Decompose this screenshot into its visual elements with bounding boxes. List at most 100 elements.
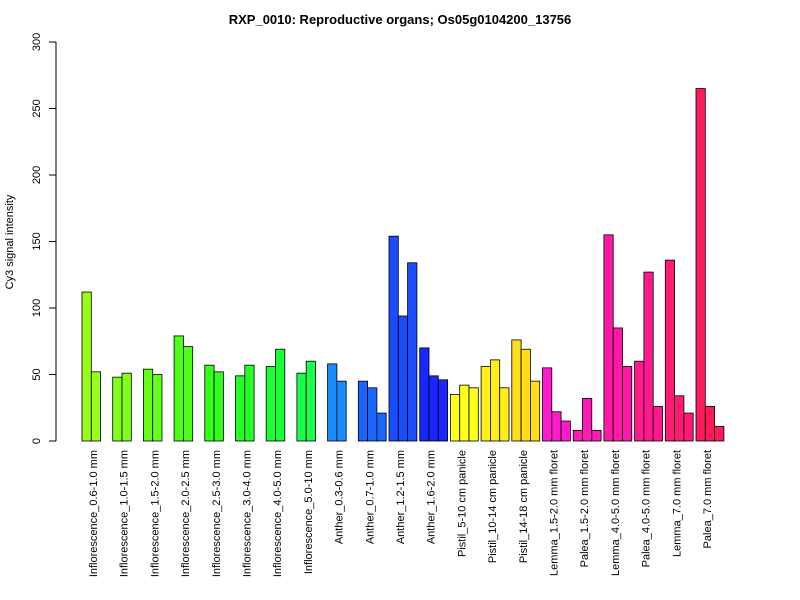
bar-group xyxy=(112,372,132,442)
bar xyxy=(235,375,246,442)
bar-group xyxy=(634,271,663,442)
x-tick-label: Anther_0.3-0.6 mm xyxy=(334,450,346,544)
bar xyxy=(419,347,430,442)
bar xyxy=(449,394,461,442)
bar xyxy=(582,398,593,442)
bar-group xyxy=(419,347,448,442)
bar-group xyxy=(480,359,510,442)
bar xyxy=(173,335,184,442)
bar xyxy=(591,429,602,442)
x-tick-label: Inflorescence_2.5-3.0 mm xyxy=(211,450,223,577)
bar xyxy=(437,379,448,442)
x-tick-label: Inflorescence_1.5-2.0 mm xyxy=(149,450,161,577)
bar-group xyxy=(388,235,418,442)
bar xyxy=(459,384,470,442)
bar xyxy=(560,420,571,442)
bar xyxy=(551,411,562,442)
bar xyxy=(213,371,224,442)
x-tick-label: Palea_1.5-2.0 mm floret xyxy=(579,450,591,567)
bar xyxy=(714,425,725,442)
bar xyxy=(204,364,215,442)
x-tick-label: Anther_1.2-1.5 mm xyxy=(395,450,407,544)
bar-group xyxy=(142,368,163,442)
x-tick-label: Inflorescence_3.0-4.0 mm xyxy=(241,450,253,577)
y-axis: 0 50 100 150 200 250 300 xyxy=(31,33,57,444)
bar-group xyxy=(664,259,694,442)
bar xyxy=(152,374,163,442)
bar-group xyxy=(265,348,286,442)
bar xyxy=(428,375,439,442)
bar xyxy=(572,429,583,442)
bar xyxy=(367,387,378,442)
bar xyxy=(499,387,510,442)
bar xyxy=(520,348,531,442)
x-tick-label: Inflorescence_2.0-2.5 mm xyxy=(180,450,192,577)
x-axis-labels: Inflorescence_0.6-1.0 mm Inflorescence_1.… xyxy=(88,450,714,577)
bar xyxy=(275,348,286,442)
x-tick-label: Inflorescence_1.0-1.5 mm xyxy=(119,450,131,577)
bar xyxy=(327,363,338,442)
x-tick-label: Inflorescence_4.0-5.0 mm xyxy=(272,450,284,577)
y-tick-label: 0 xyxy=(31,438,43,444)
x-tick-label: Anther_1.6-2.0 mm xyxy=(426,450,438,544)
y-tick-label: 150 xyxy=(31,232,43,250)
bar xyxy=(397,315,408,442)
bar xyxy=(489,359,501,442)
bar-group xyxy=(296,360,316,442)
bar xyxy=(468,387,479,442)
bar xyxy=(296,372,307,442)
bars-layer xyxy=(81,88,725,442)
x-tick-label: Pistil_14-18 cm panicle xyxy=(518,450,530,563)
bar xyxy=(603,234,614,442)
x-tick-label: Inflorescence_0.6-1.0 mm xyxy=(88,450,100,577)
y-tick-label: 300 xyxy=(31,33,43,51)
bar-group xyxy=(572,398,602,442)
x-tick-label: Palea_4.0-5.0 mm floret xyxy=(641,450,653,567)
bar-group xyxy=(542,367,571,442)
bar-group xyxy=(204,364,224,442)
bar xyxy=(182,346,194,442)
bar xyxy=(622,366,633,442)
bar xyxy=(612,327,623,442)
bar xyxy=(643,271,654,442)
bar xyxy=(305,360,316,442)
x-tick-label: Pistil_10-14 cm panicle xyxy=(487,450,499,563)
bar xyxy=(357,380,368,442)
bar xyxy=(112,376,123,442)
y-tick-label: 50 xyxy=(31,368,43,380)
bar xyxy=(142,368,154,442)
bar-group xyxy=(695,88,725,442)
bar-group xyxy=(449,384,479,442)
bar xyxy=(121,372,132,442)
y-tick-label: 100 xyxy=(31,299,43,317)
bar xyxy=(530,380,541,442)
chart-title: RXP_0010: Reproductive organs; Os05g0104… xyxy=(228,12,572,27)
bar-group xyxy=(357,380,387,442)
x-tick-label: Lemma_4.0-5.0 mm floret xyxy=(610,450,622,576)
bar-group xyxy=(173,335,194,442)
bar xyxy=(480,366,491,442)
bar-group xyxy=(81,291,102,442)
x-tick-label: Palea_7.0 mm floret xyxy=(702,450,714,548)
x-tick-label: Lemma_1.5-2.0 mm floret xyxy=(548,450,560,576)
y-tick-label: 200 xyxy=(31,166,43,184)
x-tick-label: Inflorescence_5.0-10 mm xyxy=(303,450,315,574)
bar xyxy=(683,412,694,442)
bar xyxy=(265,366,276,442)
bar xyxy=(407,262,418,442)
bar xyxy=(634,360,645,442)
bar xyxy=(244,364,255,442)
bar xyxy=(81,291,92,442)
bar xyxy=(336,380,347,442)
bar xyxy=(90,371,102,442)
x-tick-label: Pistil_5-10 cm panicle xyxy=(456,450,468,557)
bar xyxy=(542,367,553,442)
x-tick-label: Anther_0.7-1.0 mm xyxy=(364,450,376,544)
y-tick-label: 250 xyxy=(31,99,43,117)
bar xyxy=(664,259,675,442)
bar xyxy=(674,395,685,442)
bar xyxy=(376,412,387,442)
bar xyxy=(695,88,706,442)
bar-group xyxy=(603,234,633,442)
